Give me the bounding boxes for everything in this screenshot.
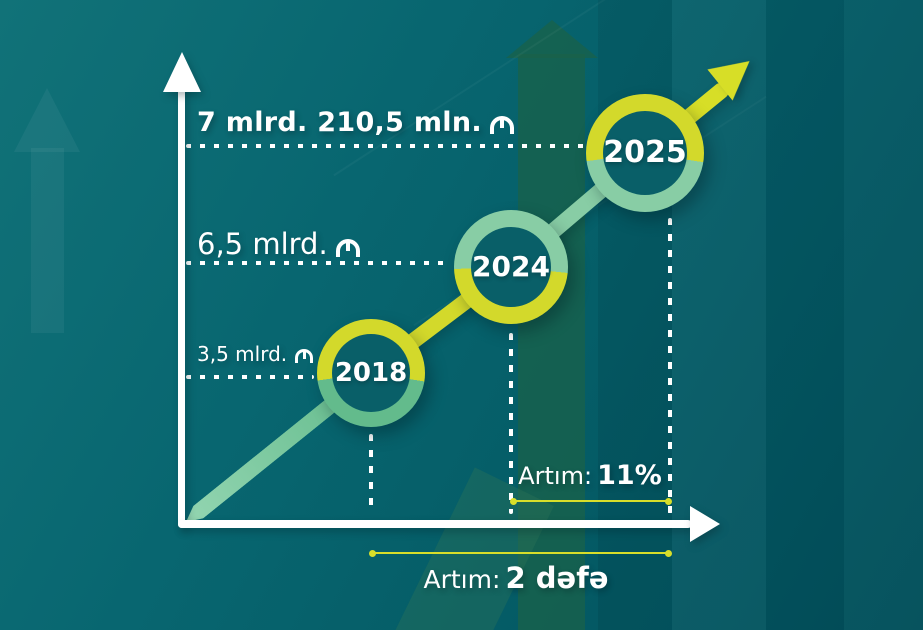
growth-annotation-2x-value: 2 dəfə: [505, 561, 609, 595]
measure-line-2018-2025: [369, 549, 672, 557]
value-label-2018-text: 3,5 mlrd.: [197, 342, 288, 366]
year-label-2025: 2025: [603, 135, 687, 170]
manat-currency-icon: [335, 239, 360, 257]
year-marker-2025-center: [603, 111, 687, 195]
x-axis: [178, 520, 692, 528]
year-label-2018: 2018: [334, 358, 408, 388]
year-marker-2018-center: [332, 334, 410, 412]
background-faint-arrow-stem: [31, 148, 64, 333]
dropline-2025: [668, 218, 672, 514]
background-stripe: [844, 0, 923, 630]
manat-currency-icon: [295, 349, 314, 363]
growth-annotation-11: Artım: 11%: [500, 462, 680, 489]
background-faint-arrow-head: [14, 88, 80, 152]
year-marker-2018: 2018: [317, 319, 425, 427]
growth-annotation-11-value: 11%: [597, 460, 662, 491]
year-marker-2024-center: [471, 227, 551, 307]
gridline-3-5mlrd: [186, 375, 314, 379]
growth-annotation-2x: Artım: 2 dəfə: [363, 564, 669, 593]
gridline-7mlrd: [186, 144, 585, 148]
value-label-2025-text: 7 mlrd. 210,5 mln.: [197, 107, 482, 138]
background-up-arrow-stem: [518, 54, 585, 630]
value-label-2025: 7 mlrd. 210,5 mln.: [197, 109, 514, 136]
measure-line-2024-2025: [510, 497, 672, 505]
background-up-arrow-head: [506, 20, 598, 58]
value-label-2018: 3,5 mlrd.: [197, 342, 314, 366]
growth-annotation-11-label: Artım:: [518, 462, 593, 490]
value-label-2024-text: 6,5 mlrd.: [197, 227, 328, 261]
growth-annotation-2x-label: Artım:: [423, 565, 501, 594]
manat-currency-icon: [489, 116, 514, 134]
dropline-2018: [369, 434, 373, 514]
year-marker-2024: 2024: [454, 210, 568, 324]
value-label-2024: 6,5 mlrd.: [197, 230, 360, 259]
year-marker-2025: 2025: [586, 94, 704, 212]
y-axis-arrowhead-icon: [163, 52, 201, 92]
gridline-6-5mlrd: [186, 261, 450, 265]
background-stripe: [766, 0, 844, 630]
year-label-2024: 2024: [472, 250, 550, 283]
y-axis: [178, 74, 185, 528]
x-axis-arrowhead-icon: [690, 506, 720, 542]
dropline-2024: [509, 333, 513, 514]
